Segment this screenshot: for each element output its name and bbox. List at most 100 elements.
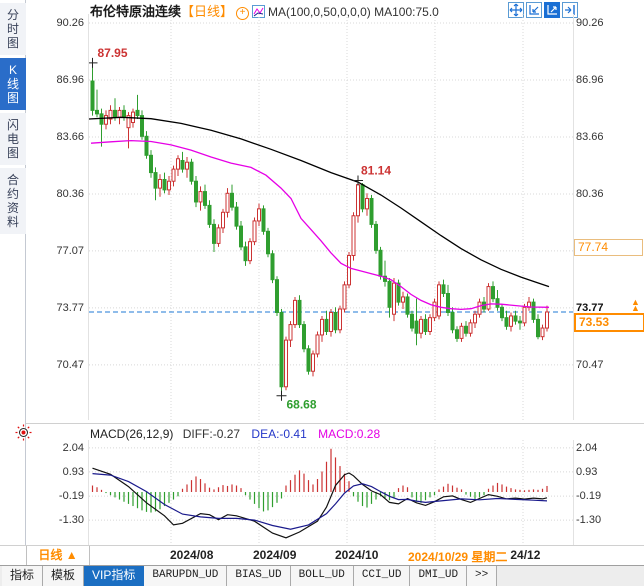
candle xyxy=(261,208,266,232)
candle xyxy=(437,284,441,317)
tab-boll-ud[interactable]: BOLL_UD xyxy=(290,566,354,586)
add-overlay-icon[interactable]: + xyxy=(236,7,250,20)
candle xyxy=(455,329,459,339)
jump-latest-icon[interactable] xyxy=(562,2,578,18)
last-price-box: 73.53 xyxy=(574,313,644,332)
x-axis-label: 2024/09 xyxy=(253,548,297,562)
candle xyxy=(117,109,122,118)
candle xyxy=(459,325,464,339)
cursor-date-label: 2024/10/29 星期二 xyxy=(405,548,511,565)
candle xyxy=(491,286,495,300)
candle xyxy=(171,168,176,182)
ma100-value-label: MA100:75.0 xyxy=(374,5,439,19)
price-up-arrows-icon: ▲ ▲ xyxy=(631,297,640,313)
y-axis-label: 70.47 xyxy=(576,359,604,371)
sidebar-item-time-chart[interactable]: 分时图 xyxy=(0,3,26,55)
candle xyxy=(239,225,243,248)
extreme-price-label: 68.68 xyxy=(287,398,317,412)
tab-vip-indicators[interactable]: VIP指标 xyxy=(84,566,145,586)
macd-axis-label: -1.30 xyxy=(576,514,602,526)
candle xyxy=(122,109,126,118)
main-candlestick-chart[interactable]: 87.95 81.14 68.68 xyxy=(88,14,574,420)
compress-chart-icon[interactable] xyxy=(526,2,542,18)
macd-axis-label: -0.19 xyxy=(58,490,84,502)
candle xyxy=(167,180,171,191)
macd-axis-label: -0.19 xyxy=(576,490,602,502)
candle xyxy=(369,197,374,225)
tab-templates[interactable]: 模板 xyxy=(43,566,85,586)
tab-more[interactable]: >> xyxy=(467,566,498,586)
candle xyxy=(180,159,185,170)
candle xyxy=(401,296,405,303)
candle xyxy=(108,109,113,120)
y-axis-label: 83.66 xyxy=(576,131,604,143)
candle xyxy=(329,311,333,332)
candle xyxy=(518,320,522,324)
crosshair-icon[interactable] xyxy=(508,2,524,18)
macd-header: MACD(26,12,9) DIFF:-0.27 DEA:-0.41 MACD:… xyxy=(90,427,380,441)
tab-cci-ud[interactable]: CCI_UD xyxy=(353,566,411,586)
tab-barupdn-ud[interactable]: BARUPDN_UD xyxy=(144,566,228,586)
candle xyxy=(428,317,432,332)
macd-diff-value: DIFF:-0.27 xyxy=(182,427,241,441)
candle xyxy=(243,246,248,262)
candle xyxy=(509,315,513,327)
candle xyxy=(513,315,518,322)
candle xyxy=(162,178,167,191)
candle xyxy=(378,249,383,277)
candle xyxy=(446,292,450,313)
candle xyxy=(158,178,162,189)
tab-dmi-ud[interactable]: DMI_UD xyxy=(410,566,468,586)
candle xyxy=(104,115,108,125)
tab-indicators[interactable]: 指标 xyxy=(2,566,44,586)
macd-axis-label: 0.93 xyxy=(576,466,598,478)
sidebar-item-flash-chart[interactable]: 闪电图 xyxy=(0,113,26,165)
indicator-settings-sun-icon[interactable] xyxy=(15,424,32,441)
period-tag: 【日线】 xyxy=(181,4,234,19)
candle xyxy=(144,135,149,156)
candle xyxy=(230,192,234,208)
candle xyxy=(387,280,392,308)
macd-chart[interactable] xyxy=(88,440,574,545)
candle xyxy=(531,301,536,320)
expand-chart-icon[interactable] xyxy=(544,2,560,18)
ma-params-label: MA(100,0,50,0,0,0) xyxy=(268,5,371,19)
macd-title: MACD(26,12,9) xyxy=(90,427,174,441)
candle xyxy=(500,306,504,319)
candle xyxy=(90,80,95,111)
candle xyxy=(504,317,509,327)
candle xyxy=(194,180,198,203)
y-axis-label: 70.47 xyxy=(56,359,84,371)
candle xyxy=(203,191,207,206)
candle xyxy=(374,223,378,251)
period-selector[interactable]: 日线 ▲ xyxy=(26,546,90,565)
candle xyxy=(441,284,446,294)
candle xyxy=(113,109,117,118)
candle xyxy=(392,282,396,315)
y-axis-label: 77.07 xyxy=(56,245,84,257)
candle xyxy=(311,353,315,372)
candle xyxy=(288,324,293,341)
candle xyxy=(275,279,279,313)
sidebar-item-contract-info[interactable]: 合约资料 xyxy=(0,168,26,234)
candle xyxy=(95,109,99,115)
y-axis-label: 73.77 xyxy=(56,302,84,314)
y-axis-label: 83.66 xyxy=(56,131,84,143)
y-axis-label: 80.36 xyxy=(56,188,84,200)
candle xyxy=(221,211,225,229)
candle xyxy=(495,298,500,308)
y-axis-label-73-77: 73.77 xyxy=(576,302,604,314)
tab-bias-ud[interactable]: BIAS_UD xyxy=(227,566,291,586)
candle xyxy=(293,299,297,326)
y-axis-label: 86.96 xyxy=(576,74,604,86)
candle xyxy=(257,208,261,222)
candle xyxy=(153,172,158,189)
candle xyxy=(176,158,180,170)
candle xyxy=(212,223,216,244)
candle xyxy=(522,306,527,324)
sidebar-item-kline-chart[interactable]: K线图 xyxy=(0,58,26,110)
macd-axis-label: 0.93 xyxy=(62,466,84,478)
macd-dea-value: DEA:-0.41 xyxy=(251,427,307,441)
candle xyxy=(405,296,410,315)
